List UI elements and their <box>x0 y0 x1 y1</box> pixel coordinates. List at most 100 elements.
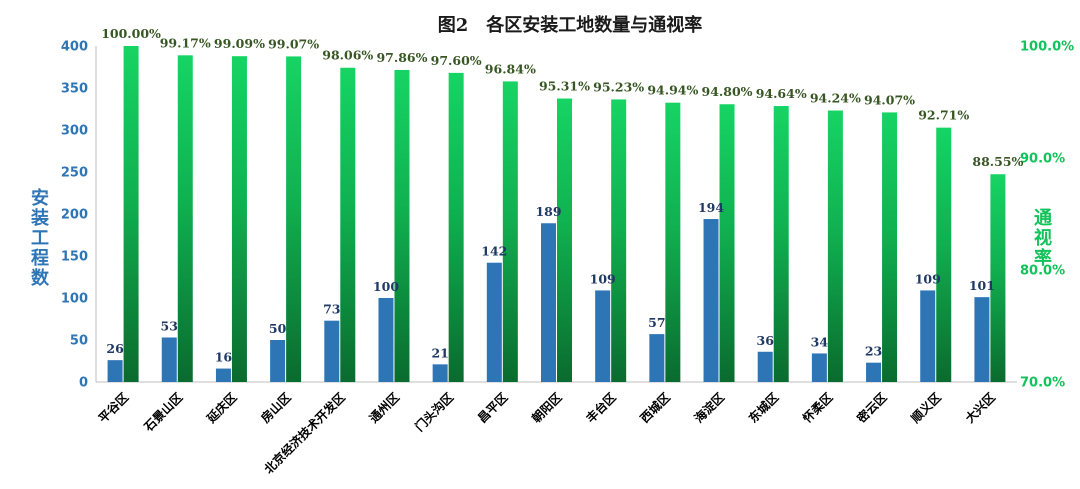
bar-visibility-rate <box>286 56 302 382</box>
bar-installations <box>541 223 556 382</box>
bar-visibility-rate <box>177 55 193 383</box>
bar-visibility-rate <box>448 72 464 382</box>
left-tick-label: 350 <box>61 82 88 97</box>
data-label-installations: 109 <box>915 271 941 286</box>
left-tick-label: 150 <box>61 250 88 265</box>
bars <box>107 46 1006 383</box>
data-label-installations: 16 <box>215 350 233 365</box>
category-label: 昌平区 <box>475 390 510 425</box>
left-axis-title: 安装工程数 <box>31 187 50 289</box>
category-label: 朝阳区 <box>529 390 565 426</box>
category-label: 顺义区 <box>908 390 944 426</box>
bar-visibility-rate <box>502 81 518 382</box>
data-label-visibility-rate: 99.17% <box>160 35 211 50</box>
data-label-visibility-rate: 100.00% <box>101 26 161 41</box>
data-label-installations: 109 <box>590 271 616 286</box>
right-tick-label: 90.0% <box>1020 152 1065 167</box>
bar-visibility-rate <box>611 99 627 382</box>
bar-visibility-rate <box>773 106 789 383</box>
bar-installations <box>432 364 448 382</box>
data-label-installations: 101 <box>969 278 995 293</box>
left-tick-label: 300 <box>61 124 88 139</box>
category-label: 密云区 <box>854 390 890 426</box>
bar-visibility-rate <box>936 127 952 382</box>
category-label: 石景山区 <box>140 390 185 435</box>
bar-installations <box>595 290 611 382</box>
data-label-installations: 26 <box>106 341 124 356</box>
data-label-installations: 50 <box>269 321 287 336</box>
left-tick-label: 50 <box>70 334 88 349</box>
data-label-installations: 100 <box>373 279 399 294</box>
data-label-visibility-rate: 99.09% <box>214 36 265 51</box>
data-label-installations: 53 <box>161 318 178 333</box>
data-label-installations: 194 <box>698 200 724 215</box>
data-label-installations: 73 <box>323 302 340 317</box>
right-tick-label: 70.0% <box>1020 376 1065 391</box>
category-label: 通州区 <box>366 390 402 426</box>
bar-visibility-rate <box>123 46 139 382</box>
bar-visibility-rate <box>665 102 681 382</box>
bar-installations <box>974 297 990 382</box>
category-label: 平谷区 <box>95 390 131 426</box>
bar-visibility-rate <box>882 112 898 382</box>
left-tick-label: 200 <box>61 208 88 223</box>
data-label-visibility-rate: 94.07% <box>864 92 915 107</box>
category-label: 房山区 <box>258 390 294 426</box>
category-label: 大兴区 <box>962 390 998 426</box>
category-label: 门头沟区 <box>412 390 457 435</box>
left-tick-label: 250 <box>61 166 88 181</box>
data-label-visibility-rate: 98.06% <box>322 48 373 63</box>
bar-visibility-rate <box>394 69 410 382</box>
left-tick-label: 100 <box>61 292 88 307</box>
data-label-visibility-rate: 99.07% <box>268 36 319 51</box>
category-label: 西城区 <box>637 390 673 426</box>
category-label: 怀柔区 <box>799 390 835 426</box>
data-label-visibility-rate: 92.71% <box>918 108 969 123</box>
data-label-installations: 23 <box>865 344 882 359</box>
bar-installations <box>920 290 936 382</box>
data-label-visibility-rate: 97.60% <box>431 53 482 68</box>
bar-visibility-rate <box>827 110 843 383</box>
data-label-visibility-rate: 88.55% <box>972 154 1023 169</box>
left-tick-label: 400 <box>61 40 88 55</box>
data-label-visibility-rate: 96.84% <box>485 61 536 76</box>
data-label-installations: 189 <box>535 204 561 219</box>
category-label: 延庆区 <box>203 390 240 427</box>
bar-installations <box>215 368 231 382</box>
data-label-visibility-rate: 94.64% <box>756 86 807 101</box>
data-label-installations: 142 <box>481 244 507 259</box>
bar-installations <box>324 320 340 382</box>
bar-installations <box>107 360 123 382</box>
category-label: 海淀区 <box>691 390 727 426</box>
data-label-visibility-rate: 97.86% <box>376 50 427 65</box>
bar-visibility-rate <box>990 174 1006 382</box>
bar-installations <box>649 334 665 382</box>
data-label-visibility-rate: 94.24% <box>810 91 861 106</box>
bar-installations <box>811 353 827 382</box>
data-label-visibility-rate: 94.94% <box>647 83 698 98</box>
data-label-visibility-rate: 94.80% <box>702 84 753 99</box>
right-axis-title: 通视率 <box>1034 208 1052 269</box>
right-tick-label: 100.0% <box>1020 40 1074 55</box>
bar-installations <box>378 298 394 382</box>
bar-visibility-rate <box>719 104 735 383</box>
bar-installations <box>270 340 286 382</box>
data-label-installations: 36 <box>757 333 775 348</box>
data-label-visibility-rate: 95.23% <box>593 79 644 94</box>
data-label-installations: 57 <box>648 315 665 330</box>
data-label-visibility-rate: 95.31% <box>539 79 590 94</box>
left-tick-label: 0 <box>79 376 88 391</box>
bar-installations <box>703 219 719 382</box>
category-label: 东城区 <box>745 390 781 426</box>
right-tick-label: 80.0% <box>1020 264 1065 279</box>
category-label: 丰台区 <box>583 390 619 426</box>
bar-installations <box>161 337 177 382</box>
data-labels: 26 100.00% 53 99.17% 16 99.09% 50 99.07% 73 98.06… <box>101 26 1023 365</box>
chart-title: 图2 各区安装工地数量与通视率 <box>438 14 703 36</box>
bar-installations <box>757 351 773 382</box>
bar-installations <box>866 362 882 382</box>
data-label-installations: 34 <box>811 334 829 349</box>
bar-visibility-rate <box>557 98 572 382</box>
bar-visibility-rate <box>231 56 247 382</box>
